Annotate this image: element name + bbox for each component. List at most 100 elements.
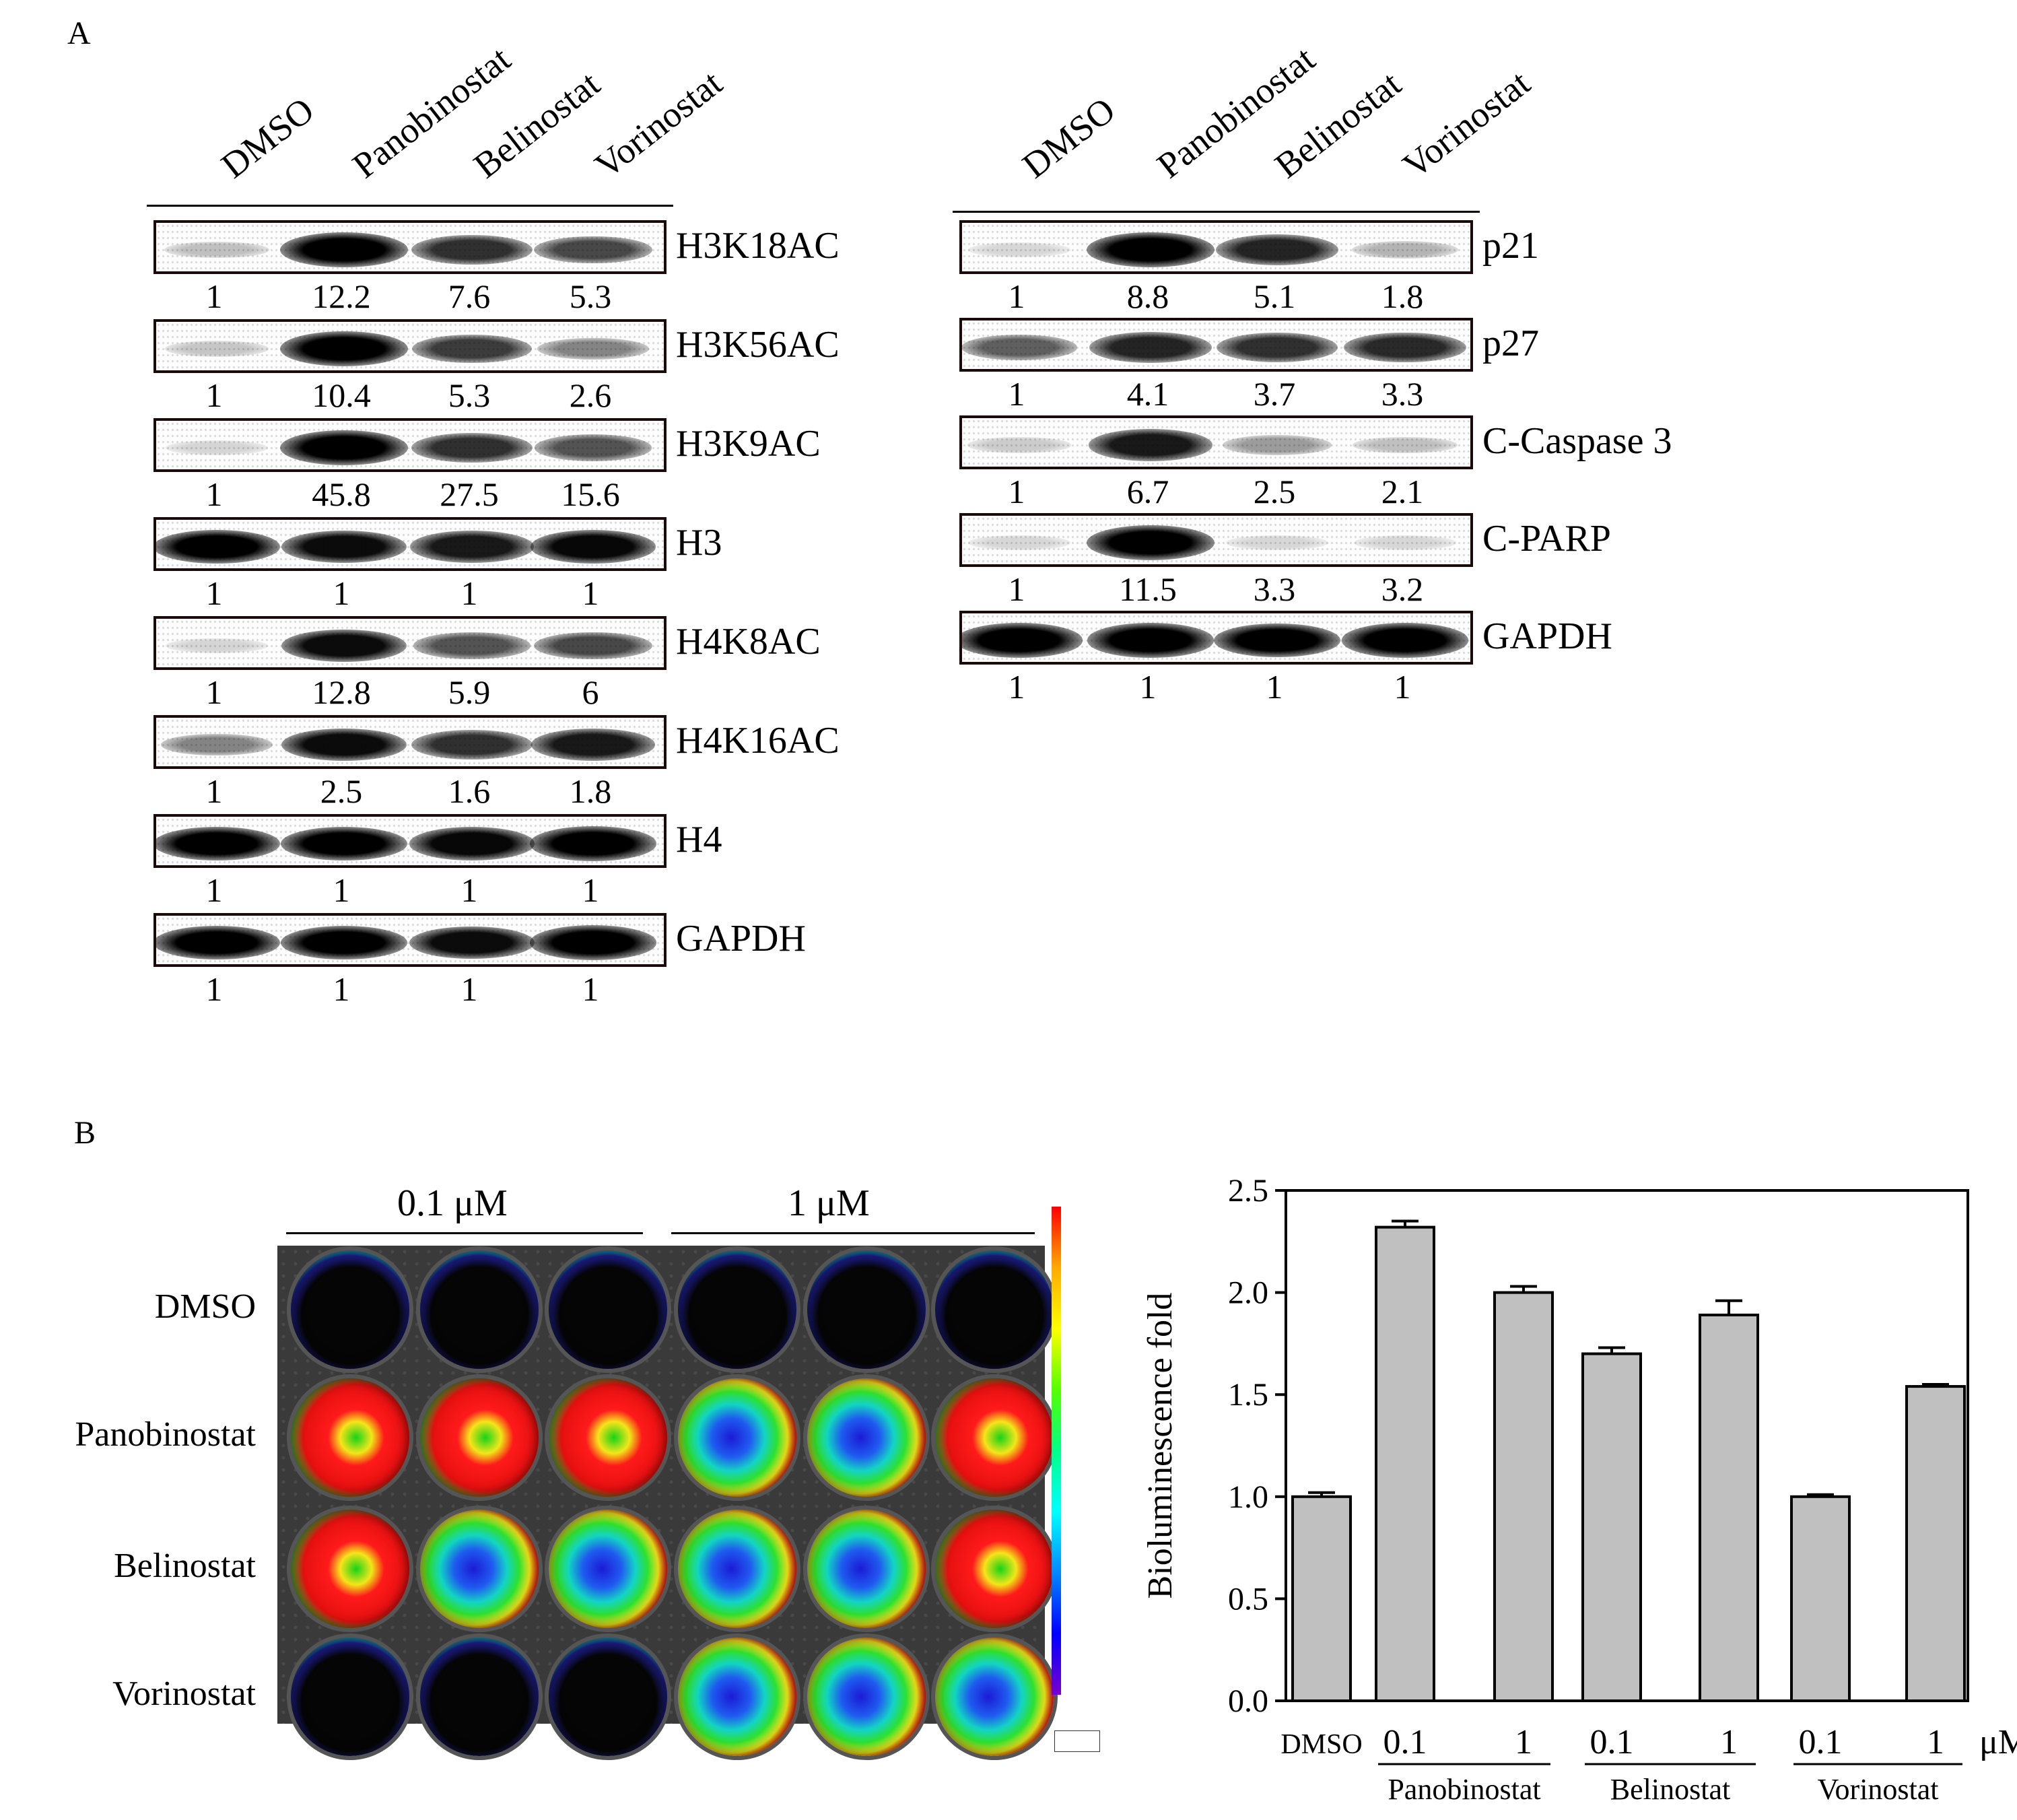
blot-label: H4 [676, 819, 722, 861]
x-tick-label: 1 [1515, 1723, 1532, 1761]
quantification-value: 1 [1266, 668, 1283, 706]
blot-band [537, 337, 649, 360]
bar [1291, 1495, 1352, 1702]
quantification-value: 1 [205, 772, 223, 810]
plate-well [549, 1378, 667, 1497]
blot-band [165, 440, 269, 455]
blot-band [411, 730, 533, 760]
plate-well [807, 1378, 926, 1497]
blot-label: C-PARP [1482, 518, 1611, 560]
blot-band [410, 531, 534, 563]
blot-label: H4K8AC [676, 621, 821, 663]
blot-band [967, 437, 1071, 453]
quantification-value: 1.8 [1381, 277, 1424, 315]
blot-band [1089, 332, 1212, 363]
blot-strip-h3k18ac [153, 220, 666, 274]
blot-band [1089, 429, 1212, 461]
quantification-value: 5.1 [1253, 277, 1296, 315]
group-label: Vorinostat [1817, 1773, 1938, 1806]
quantification-value: 1 [333, 871, 350, 909]
blot-label: H3K56AC [676, 324, 840, 366]
blot-band [962, 335, 1077, 360]
blot-band [411, 433, 533, 463]
quantification-value: 1 [1139, 668, 1157, 706]
plate-well [549, 1510, 667, 1628]
plate-well [678, 1378, 796, 1497]
blot-band [281, 629, 407, 663]
x-tick-label: 0.1 [1383, 1723, 1427, 1761]
plate-well [291, 1378, 409, 1497]
blot-band [161, 733, 273, 756]
plate-well [549, 1638, 667, 1756]
plate-well [420, 1378, 539, 1497]
blot-band [281, 728, 407, 762]
quantification-value: 27.5 [440, 475, 499, 513]
color-scale-bar [1052, 1207, 1061, 1695]
quantification-value: 1 [1008, 570, 1025, 608]
y-tick-label: 1.0 [1228, 1479, 1268, 1515]
quantification-value: 5.3 [448, 376, 491, 414]
blot-band [1354, 535, 1456, 550]
plate-well [807, 1250, 926, 1369]
bar [1699, 1313, 1759, 1702]
quantification-value: 1 [205, 871, 223, 909]
blot-strip-h3k9ac [153, 418, 666, 472]
plate-well [291, 1250, 409, 1369]
quantification-value: 1 [205, 574, 223, 612]
blot-label: p27 [1482, 323, 1539, 364]
quantification-value: 1 [460, 871, 478, 909]
blot-band [529, 826, 657, 861]
plate-well [807, 1510, 926, 1628]
blot-band [156, 529, 280, 564]
concentration-underline-low [286, 1232, 643, 1234]
lane-header-dmso: DMSO [213, 89, 322, 187]
blot-strip-h4k8ac [153, 616, 666, 670]
quantification-value: 10.4 [312, 376, 371, 414]
quantification-value: 1 [1008, 375, 1025, 413]
quantification-value: 12.8 [312, 673, 371, 711]
blot-band [164, 241, 269, 259]
panel-a-letter: A [67, 15, 91, 51]
blot-band [962, 623, 1083, 658]
quantification-value: 4.1 [1126, 375, 1169, 413]
blot-band [534, 236, 652, 264]
y-tick-label: 0.5 [1228, 1581, 1268, 1617]
blot-strip-h3 [153, 517, 666, 571]
blot-band [968, 535, 1070, 550]
plate-row-label-panobinostat: Panobinostat [75, 1415, 256, 1454]
quantification-value: 1 [1008, 668, 1025, 706]
blot-band [1216, 234, 1338, 265]
quantification-value: 1 [582, 574, 599, 612]
plate-well [935, 1638, 1054, 1756]
x-unit-label: μM [1979, 1723, 2017, 1761]
plate-row-label-belinostat: Belinostat [114, 1547, 256, 1585]
plate-well [420, 1638, 539, 1756]
quantification-value: 1 [460, 574, 478, 612]
blot-band [529, 925, 657, 960]
quantification-value: 6.7 [1126, 473, 1169, 510]
blot-band [281, 925, 407, 960]
blot-label: H3K18AC [676, 225, 840, 267]
quantification-value: 1 [205, 376, 223, 414]
bar [1790, 1495, 1851, 1702]
blot-band [534, 632, 652, 660]
quantification-value: 1 [333, 574, 350, 612]
blot-band [1226, 535, 1328, 550]
lane-header-vorinostat: Vorinostat [1395, 62, 1538, 187]
blot-band [1223, 435, 1332, 455]
blot-band [280, 232, 408, 267]
quantification-value: 3.2 [1381, 570, 1424, 608]
lane-header-dmso: DMSO [1015, 89, 1123, 187]
plate-row-label-dmso: DMSO [154, 1287, 256, 1326]
bar [1905, 1385, 1966, 1702]
quantification-value: 1 [205, 277, 223, 315]
blot-band [1352, 240, 1458, 259]
blot-strip-h3k56ac [153, 319, 666, 373]
x-tick-label: DMSO [1280, 1729, 1362, 1760]
blot-strip-p21 [959, 220, 1473, 274]
plate-well [678, 1510, 796, 1628]
quantification-value: 2.5 [320, 772, 363, 810]
quantification-value: 1 [1008, 277, 1025, 315]
color-scale-box [1054, 1730, 1100, 1752]
blot-band [1214, 623, 1340, 658]
